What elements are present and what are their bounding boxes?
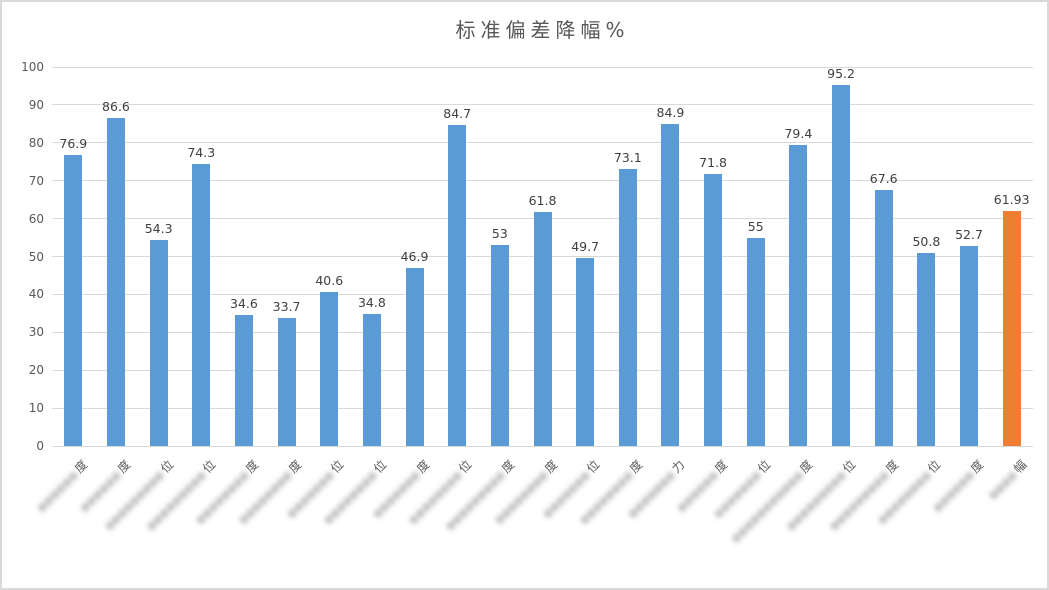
- bar-data-label: 55: [747, 218, 764, 234]
- bar-group: 73.1: [614, 67, 642, 446]
- gridline: [52, 66, 1033, 68]
- bar: [362, 314, 381, 446]
- bar: [64, 154, 83, 446]
- bar-group: 46.9: [401, 67, 428, 446]
- bar-group: 49.7: [571, 67, 599, 446]
- bar-data-label: 53: [491, 226, 508, 242]
- bar-group: 95.2: [827, 66, 855, 446]
- bar: [704, 173, 723, 446]
- y-axis-tick-label: 80: [28, 135, 44, 150]
- bar-data-label: 34.6: [230, 295, 258, 311]
- bar-group: 53: [490, 67, 509, 446]
- bar-group: 54.3: [145, 67, 173, 446]
- bar-group: 84.9: [657, 67, 684, 446]
- bar: [149, 240, 168, 446]
- plot-area: 76.9 86.6 54.3 74.3 34.6 33.7 40.6 34.8 46.9 84.7…: [52, 66, 1033, 447]
- bar-group: 74.3: [187, 67, 215, 446]
- y-axis-tick-label: 100: [21, 60, 44, 74]
- bar-data-label: 40.6: [315, 273, 344, 289]
- bar-group: 76.9: [59, 67, 87, 446]
- bar-data-label: 54.3: [144, 221, 173, 237]
- y-axis-tick-label: 0: [36, 439, 44, 453]
- bar-group: 71.8: [699, 67, 727, 446]
- bar-data-label: 67.6: [869, 170, 898, 186]
- y-axis-tick-label: 10: [28, 401, 44, 416]
- bar: [106, 117, 125, 446]
- bar: [917, 253, 936, 446]
- bar-data-label: 33.7: [272, 299, 301, 315]
- bar-group: 52.7: [955, 67, 983, 446]
- bar-data-label: 46.9: [400, 249, 429, 265]
- y-axis-tick-label: 50: [28, 249, 44, 264]
- bar-data-label: 61.93: [993, 192, 1030, 208]
- bar: [405, 268, 424, 446]
- bar: [533, 211, 552, 446]
- bar: [490, 245, 509, 446]
- bar-data-label: 84.9: [656, 105, 685, 121]
- y-axis-tick-label: 20: [28, 363, 44, 378]
- gridline: [52, 104, 1033, 106]
- bar-group: 50.8: [912, 67, 940, 446]
- bar: [618, 168, 637, 446]
- bar-group: 61.8: [529, 67, 556, 446]
- bar-data-label: 86.6: [102, 98, 130, 114]
- gridline: [52, 142, 1033, 144]
- bar-data-label: 34.8: [357, 295, 386, 311]
- chart-title: 标准偏差降幅%: [455, 18, 630, 42]
- bar: [320, 292, 339, 446]
- bar-group: 79.4: [784, 67, 812, 446]
- bar-group: 34.6: [230, 67, 258, 446]
- bar-group: 40.6: [315, 67, 343, 446]
- bar: [874, 189, 893, 446]
- bar-data-label: 71.8: [699, 154, 728, 170]
- bar: [746, 237, 765, 446]
- x-label-redacted-text: ●●●●: [986, 469, 1020, 502]
- bar-data-label: 50.8: [912, 234, 941, 250]
- gridline: [52, 180, 1033, 182]
- bar-data-label: 61.8: [528, 192, 557, 208]
- bar-highlight: [1002, 211, 1021, 446]
- bar-data-label: 76.9: [59, 135, 88, 151]
- bar-group: 55: [746, 67, 765, 446]
- y-axis-tick-label: 40: [28, 287, 44, 302]
- bar-data-label: 74.3: [187, 145, 216, 161]
- y-axis-tick-label: 70: [28, 173, 44, 188]
- y-axis-tick-label: 90: [28, 97, 44, 112]
- bar: [277, 318, 296, 446]
- bar: [960, 246, 979, 446]
- y-axis-tick-label: 60: [28, 211, 44, 226]
- bar-data-label: 49.7: [571, 238, 600, 254]
- bar-group: 33.7: [273, 67, 301, 446]
- bar-data-label: 84.7: [443, 106, 472, 121]
- bar-data-label: 73.1: [613, 149, 642, 165]
- bar-group: 86.6: [102, 67, 130, 446]
- bar: [789, 145, 808, 446]
- bar: [192, 164, 211, 446]
- bar: [832, 85, 851, 446]
- bar: [661, 124, 680, 446]
- bar-group: 61.93: [994, 67, 1030, 446]
- bar-data-label: 52.7: [955, 227, 983, 243]
- bar-group: 67.6: [870, 67, 898, 446]
- bar: [234, 314, 253, 446]
- y-axis-tick-label: 30: [28, 325, 44, 340]
- bar: [448, 125, 467, 446]
- bar-group: 84.7: [443, 67, 471, 446]
- bar-data-label: 79.4: [784, 126, 813, 142]
- bar: [576, 257, 595, 446]
- bar-group: 34.8: [358, 67, 386, 446]
- bar-data-label: 95.2: [827, 66, 855, 82]
